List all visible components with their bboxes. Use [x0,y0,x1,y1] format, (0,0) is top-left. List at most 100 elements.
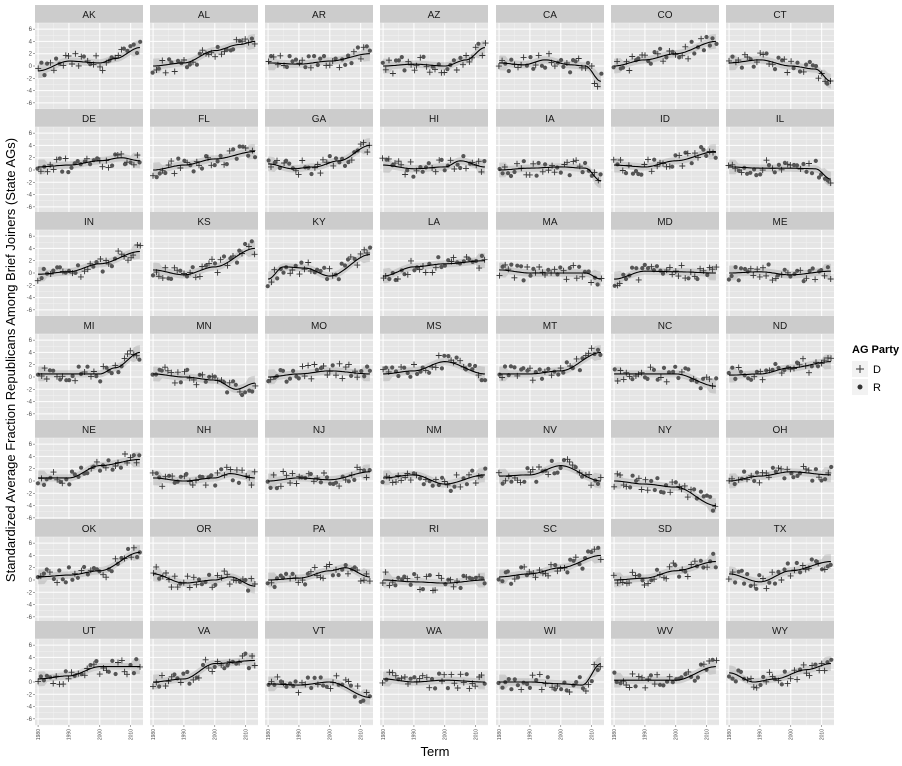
data-point-d [251,251,258,258]
data-point-d [454,685,461,691]
smooth-line [153,659,255,683]
data-point-d [654,163,661,170]
data-point-d [454,578,460,585]
data-point-r [810,478,815,483]
facet-in: IN 6 4 2 0 -2 -4 -6 [27,212,144,317]
data-point-d [354,683,361,690]
data-point-r [445,686,450,691]
x-tick-label: 1980 [36,729,42,740]
data-point-d [295,689,302,696]
data-point-r [246,588,251,593]
data-point-r [506,677,511,682]
data-point-r [51,368,56,373]
data-point-d [326,561,333,568]
data-point-d [610,156,617,163]
data-point-r [41,678,47,683]
y-tick-label: 4 [29,39,33,45]
data-point-d [797,267,804,274]
data-point-r [666,370,672,375]
data-point-r [677,574,682,579]
data-point-d [818,360,825,367]
data-point-r [324,684,329,689]
data-point-r [555,470,560,475]
data-point-r [290,571,295,577]
data-point-r [303,582,308,587]
data-point-r [73,270,78,275]
data-point-r [446,354,451,359]
data-point-d [803,275,810,282]
smooth-line [383,160,485,170]
data-point-d [620,376,627,383]
data-point-r [126,546,131,552]
y-tick-label: -6 [27,516,33,522]
data-point-d [481,256,488,263]
data-point-r [212,374,217,379]
x-tick-label: 2000 [213,729,219,740]
data-point-d [342,364,349,371]
data-point-d [713,264,720,271]
data-point-r [508,173,514,179]
data-point-d [588,63,595,69]
data-point-d [195,674,202,681]
data-point-r [791,475,796,480]
data-point-r [75,263,81,268]
data-point-d [96,671,103,678]
data-point-r [515,683,521,688]
data-point-r [733,679,738,684]
confidence-band [499,55,601,89]
data-point-r [303,65,308,70]
data-point-r [707,43,713,48]
data-point-d [293,480,300,487]
data-point-r [748,170,753,175]
data-point-d [171,573,178,580]
data-point-r [558,265,563,270]
data-point-r [402,574,407,579]
data-point-r [421,482,426,487]
data-point-r [654,264,660,269]
data-point-r [128,160,133,165]
data-point-d [245,243,252,250]
facet-mt: MT [496,316,604,421]
facet-strip [35,420,143,438]
data-point-d [766,669,773,676]
data-point-r [782,476,787,481]
data-point-r [60,169,65,174]
data-point-r [559,57,564,63]
data-point-r [225,390,230,395]
data-point-r [442,263,447,268]
data-point-r [634,266,639,271]
data-point-r [754,586,759,591]
data-point-r [250,389,255,394]
data-point-r [561,458,567,463]
data-point-r [197,51,202,56]
confidence-band [729,55,831,89]
facet-strip [35,212,143,230]
data-point-r [333,480,339,485]
data-point-r [233,382,238,387]
data-point-d [389,669,396,676]
data-point-d [750,272,757,279]
data-point-r [664,55,669,60]
data-point-r [695,675,701,680]
data-point-d [623,682,630,688]
facet-strip [611,5,719,23]
data-point-r [362,374,367,379]
data-point-r [348,683,353,688]
data-point-d [299,363,306,370]
data-point-r [343,62,348,67]
facet-title: MD [657,217,673,228]
data-point-r [85,364,90,369]
data-point-d [124,351,131,357]
smooth-line [729,471,831,482]
smooth-line [614,270,716,280]
data-point-d [333,672,340,679]
data-point-d [645,156,651,163]
x-tick-label: 2010 [243,729,249,740]
confidence-band [499,162,601,189]
data-point-d [475,158,482,165]
y-tick-label: 4 [29,246,33,252]
facet-strip [150,621,258,639]
data-point-d [97,63,103,70]
data-point-r [648,61,653,66]
facet-nc: NC [611,316,719,421]
